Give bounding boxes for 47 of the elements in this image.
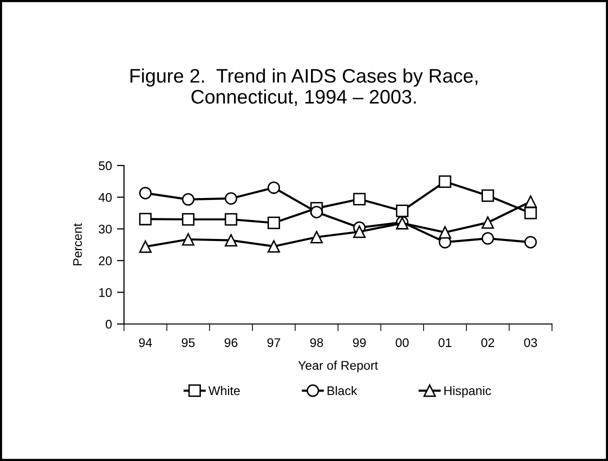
x-tick-label: 99 bbox=[353, 338, 366, 348]
point bbox=[524, 206, 537, 220]
point bbox=[182, 233, 194, 246]
y-tick-label: 30 bbox=[98, 224, 112, 234]
point bbox=[482, 189, 494, 202]
point bbox=[182, 213, 194, 226]
y-tick-label: 40 bbox=[98, 193, 112, 202]
y-axis-title: Percent bbox=[73, 223, 82, 266]
point bbox=[310, 230, 323, 244]
x-tick-label: 03 bbox=[524, 338, 538, 348]
x-tick-label: 01 bbox=[438, 338, 452, 348]
legend-label: Hispanic bbox=[444, 386, 492, 398]
point bbox=[482, 232, 494, 245]
point bbox=[268, 216, 280, 230]
point bbox=[482, 216, 494, 229]
point bbox=[268, 240, 280, 253]
x-axis-title: Year of Report bbox=[298, 360, 378, 372]
point bbox=[182, 193, 194, 206]
y-tick-label: 10 bbox=[99, 288, 112, 297]
point bbox=[268, 181, 280, 194]
chart-title: Figure 2. Trend in AIDS Cases by Race, Connecticut, 1994 – 2003. bbox=[130, 68, 478, 106]
point bbox=[524, 236, 537, 248]
point bbox=[396, 204, 408, 218]
point bbox=[139, 212, 152, 226]
x-tick-label: 02 bbox=[481, 338, 494, 348]
x-tick-label: 95 bbox=[182, 338, 195, 348]
point bbox=[139, 186, 152, 200]
point bbox=[224, 192, 238, 205]
x-tick-label: 94 bbox=[139, 338, 152, 348]
point bbox=[353, 192, 366, 206]
point bbox=[139, 240, 152, 253]
x-tick-label: 00 bbox=[396, 338, 409, 348]
legend-label: White bbox=[208, 386, 240, 396]
point bbox=[224, 213, 238, 226]
point bbox=[438, 226, 452, 239]
x-tick-label: 96 bbox=[224, 338, 238, 348]
point bbox=[438, 175, 452, 188]
x-tick-label: 98 bbox=[310, 338, 324, 348]
legend-label: Black bbox=[328, 386, 358, 396]
y-tick-label: 20 bbox=[98, 256, 112, 266]
point bbox=[224, 234, 238, 247]
x-tick-label: 97 bbox=[267, 338, 280, 348]
point bbox=[353, 226, 366, 238]
point bbox=[524, 195, 537, 208]
y-tick-label: 0 bbox=[106, 320, 112, 329]
point bbox=[310, 206, 323, 218]
y-tick-label: 50 bbox=[98, 161, 112, 170]
